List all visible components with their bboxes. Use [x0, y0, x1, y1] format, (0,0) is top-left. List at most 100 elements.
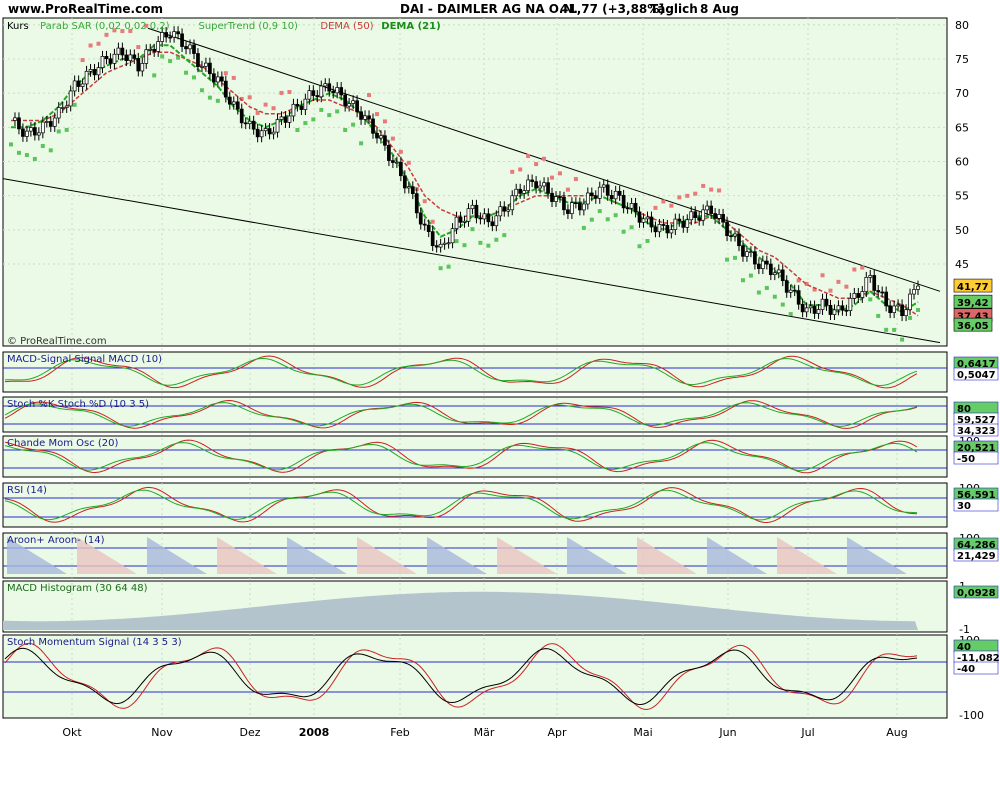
sar-dot [422, 199, 427, 204]
sar-dot [128, 28, 133, 33]
value-badge-text: -40 [957, 664, 975, 675]
legend-entry: DEMA (50) [320, 21, 373, 32]
value-badge-text: -50 [957, 454, 975, 465]
sar-dot [510, 169, 515, 174]
sar-dot [176, 55, 181, 60]
x-tick-label: Aug [886, 726, 907, 739]
candle-body [542, 182, 546, 187]
sar-dot [502, 233, 507, 238]
aroon-area [497, 537, 557, 574]
candle-body [574, 202, 578, 205]
candle-body [852, 293, 857, 299]
sar-dot [144, 23, 149, 28]
candle-body [768, 263, 773, 275]
sar-dot [613, 213, 618, 218]
candle-body [800, 303, 805, 313]
value-badge-text: 80 [957, 404, 971, 415]
candle-body [104, 56, 109, 60]
candle-body [725, 221, 729, 237]
sar-dot [462, 243, 467, 248]
candle-body [506, 209, 511, 212]
sar-dot [40, 143, 45, 148]
candle-body [645, 216, 650, 220]
value-badge-text: 40 [957, 642, 971, 653]
aroon-area [707, 537, 767, 574]
sar-dot [844, 284, 849, 289]
y-tick-label: -1 [959, 623, 970, 636]
aroon-area [287, 537, 347, 574]
value-badge-text: 0,0928 [957, 588, 996, 599]
sar-dot [24, 153, 29, 158]
candle-body [581, 203, 586, 211]
candle-body [152, 48, 157, 52]
sar-dot [223, 71, 228, 76]
sar-dot [820, 273, 825, 278]
candle-body [271, 131, 276, 135]
candle-body [36, 132, 41, 136]
sar-dot [629, 225, 634, 230]
candle-body [204, 62, 208, 67]
candle-body [498, 206, 503, 217]
candle-body [454, 216, 459, 229]
candle-body [343, 94, 348, 107]
candle-body [76, 80, 81, 87]
candle-body [446, 242, 451, 245]
sar-dot [550, 175, 555, 180]
value-badge-text: 30 [957, 501, 971, 512]
candle-body [709, 205, 713, 214]
candle-body [657, 224, 662, 233]
candle-body [299, 105, 304, 110]
x-tick-label: Feb [390, 726, 409, 739]
candle-body [192, 44, 196, 54]
panel-bg-4 [2, 482, 948, 528]
candle-body [900, 304, 904, 316]
candle-body [128, 54, 133, 61]
site-url[interactable]: www.ProRealTime.com [8, 2, 163, 16]
panel-bg-7 [2, 634, 948, 719]
candle-body [649, 216, 654, 228]
x-tick-label: Apr [547, 726, 567, 739]
sar-dot [780, 302, 785, 307]
y-tick-label: 65 [955, 121, 969, 134]
panel-title: Chande Mom Osc (20) [7, 438, 119, 449]
sar-dot [335, 109, 340, 114]
sar-dot [48, 148, 53, 153]
sar-dot [247, 95, 252, 100]
sar-dot [916, 307, 920, 312]
candle-body [140, 63, 145, 72]
panel-title: RSI (14) [7, 485, 47, 496]
candle-body [120, 47, 125, 56]
value-badge-text: 37,43 [957, 312, 989, 323]
x-tick-label: Dez [239, 726, 260, 739]
sar-dot [669, 203, 674, 208]
candle-body [749, 251, 753, 254]
sar-dot [573, 177, 578, 182]
candle-body [665, 225, 670, 234]
candle-body [832, 309, 837, 315]
y-tick-label: 50 [955, 224, 969, 237]
value-badge [953, 317, 993, 332]
candle-body [868, 275, 873, 278]
sar-dot [581, 225, 586, 230]
candle-body [860, 291, 865, 298]
indicator-line [4, 647, 918, 706]
candle-body [399, 161, 403, 177]
candle-body [856, 293, 861, 298]
sar-dot [184, 70, 189, 75]
candle-body [494, 215, 499, 227]
sar-dot [430, 219, 435, 224]
sar-dot [534, 162, 539, 167]
sar-dot [96, 41, 101, 46]
candle-body [653, 226, 658, 233]
candle-body [741, 245, 745, 257]
y-tick-label: 55 [955, 190, 969, 203]
candle-body [148, 48, 153, 51]
value-badge-text: 59,527 [957, 415, 996, 426]
candle-body [888, 305, 893, 313]
sar-dot [104, 32, 109, 37]
candle-body [172, 31, 176, 38]
candle-body [331, 90, 336, 94]
candle-body [713, 213, 717, 219]
candle-body [200, 65, 204, 68]
sar-dot [637, 244, 642, 249]
